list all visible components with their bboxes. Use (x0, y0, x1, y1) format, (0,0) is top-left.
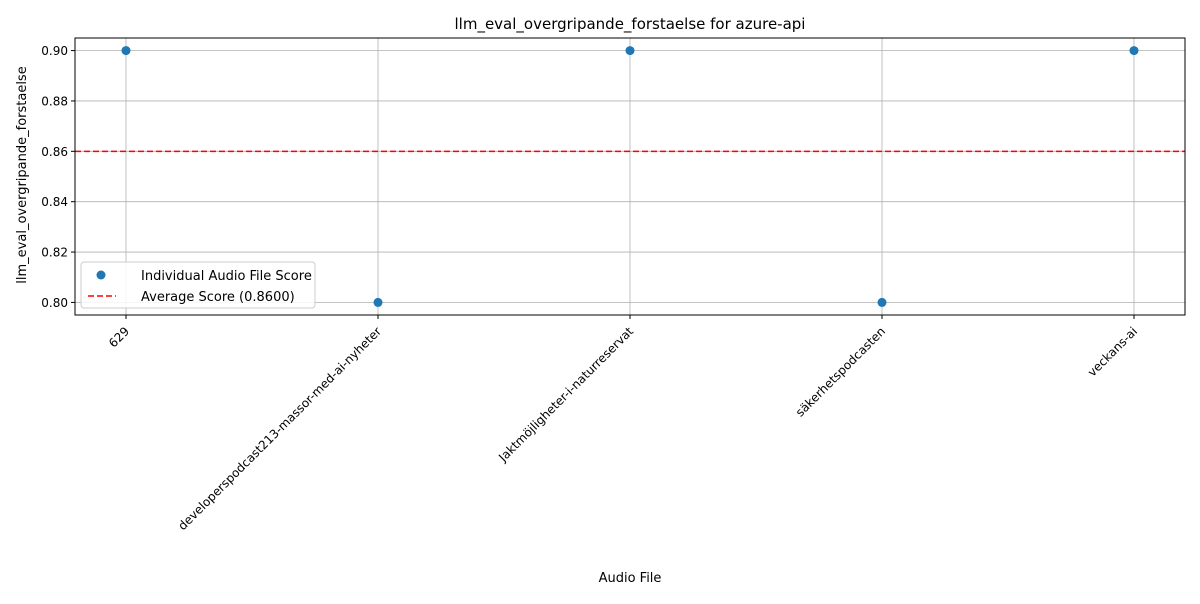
legend-label-average: Average Score (0.8600) (141, 290, 295, 305)
y-axis-ticks: 0.80 0.82 0.84 0.86 0.88 0.90 (41, 44, 75, 310)
data-points (121, 46, 1139, 307)
legend-box (80, 261, 316, 309)
y-tick-label: 0.82 (41, 246, 68, 260)
legend: Individual Audio File Score Average Scor… (80, 261, 316, 309)
x-tick-label: developerspodcast213-massor-med-ai-nyhet… (175, 324, 384, 533)
y-tick-label: 0.86 (41, 145, 68, 159)
y-axis-label: llm_eval_overgripande_forstaelse (15, 66, 30, 283)
legend-label-series: Individual Audio File Score (141, 269, 312, 284)
x-tick-label: 629 (106, 324, 132, 350)
data-point (373, 297, 383, 307)
y-tick-label: 0.84 (41, 195, 68, 209)
x-axis-ticks: 629 developerspodcast213-massor-med-ai-ny… (106, 315, 1140, 533)
data-point (877, 297, 887, 307)
data-point (1129, 46, 1139, 56)
data-point (625, 46, 635, 56)
x-tick-label: veckans-ai (1085, 324, 1140, 379)
data-point (121, 46, 131, 56)
y-tick-label: 0.88 (41, 94, 68, 108)
y-tick-label: 0.90 (41, 44, 68, 58)
x-axis-label: Audio File (599, 571, 662, 586)
x-tick-label: Jaktmöjligheter-i-naturreservat (495, 324, 636, 465)
legend-marker-scatter (96, 270, 106, 280)
x-tick-label: säkerhetspodcasten (793, 324, 888, 419)
chart-title: llm_eval_overgripande_forstaelse for azu… (455, 15, 806, 34)
y-tick-label: 0.80 (41, 296, 68, 310)
